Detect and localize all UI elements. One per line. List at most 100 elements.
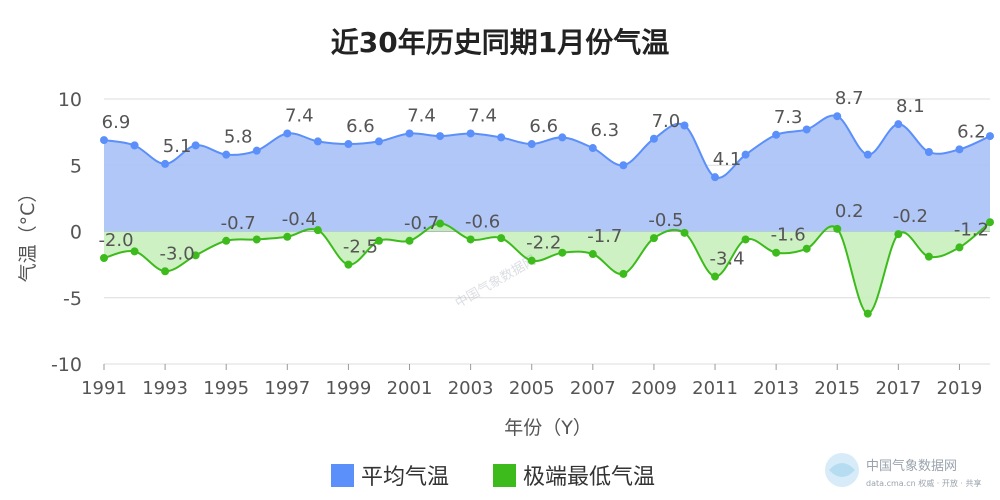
point-average[interactable] (436, 132, 445, 141)
point-average[interactable] (527, 140, 536, 149)
point-average[interactable] (619, 161, 628, 170)
data-label-average: 6.3 (591, 120, 620, 141)
data-label-average: 6.9 (102, 112, 131, 133)
point-extreme-low[interactable] (711, 272, 720, 281)
y-tick-label: 5 (70, 155, 82, 177)
data-label-extreme-low: -1.6 (771, 225, 806, 246)
data-label-average: 7.4 (407, 105, 436, 126)
point-extreme-low[interactable] (741, 235, 750, 244)
point-extreme-low[interactable] (436, 219, 445, 228)
data-label-average: 6.2 (957, 121, 986, 142)
point-extreme-low[interactable] (466, 235, 475, 244)
legend[interactable]: 平均气温 极端最低气温 (331, 464, 655, 490)
point-average[interactable] (222, 150, 231, 159)
x-tick-label: 2013 (753, 378, 799, 399)
data-label-extreme-low: -1.7 (587, 226, 622, 247)
point-average[interactable] (161, 159, 170, 168)
point-extreme-low[interactable] (619, 269, 628, 278)
point-average[interactable] (588, 144, 597, 153)
data-label-extreme-low: -0.7 (404, 213, 439, 234)
point-average[interactable] (374, 137, 383, 146)
point-extreme-low[interactable] (527, 256, 536, 265)
point-average[interactable] (649, 134, 658, 143)
point-average[interactable] (344, 140, 353, 149)
y-axis-ticks: 10 5 0 -5 -10 (51, 89, 82, 376)
data-label-extreme-low: -2.0 (98, 230, 133, 251)
point-extreme-low[interactable] (405, 236, 414, 245)
point-extreme-low[interactable] (802, 244, 811, 253)
legend-swatch-average (331, 464, 354, 487)
point-average[interactable] (863, 150, 872, 159)
y-axis-label: 气温（°C） (17, 184, 39, 283)
point-extreme-low[interactable] (558, 248, 567, 257)
data-label-average: 7.0 (652, 111, 681, 132)
data-label-average: 5.1 (163, 136, 192, 157)
point-extreme-low[interactable] (313, 226, 322, 235)
area-fills (104, 115, 990, 314)
data-label-extreme-low: -2.5 (343, 237, 378, 258)
x-tick-label: 2003 (448, 378, 494, 399)
point-extreme-low[interactable] (986, 218, 994, 227)
point-extreme-low[interactable] (344, 260, 353, 269)
point-extreme-low[interactable] (252, 235, 261, 244)
data-label-average: 6.6 (529, 116, 558, 137)
point-average[interactable] (680, 121, 689, 130)
point-extreme-low[interactable] (588, 250, 597, 259)
point-average[interactable] (711, 173, 720, 182)
point-extreme-low[interactable] (680, 228, 689, 237)
x-tick-label: 1999 (326, 378, 372, 399)
point-extreme-low[interactable] (374, 236, 383, 245)
point-extreme-low[interactable] (222, 236, 231, 245)
point-average[interactable] (924, 148, 933, 156)
point-average[interactable] (100, 136, 108, 145)
point-average[interactable] (130, 141, 139, 150)
point-extreme-low[interactable] (497, 234, 506, 243)
point-average[interactable] (283, 129, 292, 138)
point-average[interactable] (833, 112, 842, 121)
point-extreme-low[interactable] (283, 232, 292, 241)
x-tick-label: 2007 (570, 378, 616, 399)
point-extreme-low[interactable] (772, 248, 781, 257)
point-average[interactable] (802, 125, 811, 134)
x-axis-label: 年份（Y） (504, 417, 592, 439)
chart-title: 近30年历史同期1月份气温 (331, 26, 669, 59)
point-average[interactable] (313, 137, 322, 146)
point-extreme-low[interactable] (955, 243, 964, 252)
point-extreme-low[interactable] (649, 234, 658, 243)
data-label-extreme-low: 0.2 (835, 201, 864, 222)
point-average[interactable] (741, 150, 750, 159)
point-extreme-low[interactable] (130, 247, 139, 256)
point-extreme-low[interactable] (924, 252, 933, 261)
data-label-extreme-low: -0.5 (648, 210, 683, 231)
legend-label-average: 平均气温 (361, 465, 449, 490)
point-average[interactable] (466, 129, 475, 138)
point-average[interactable] (955, 145, 964, 154)
data-label-extreme-low: -0.7 (221, 213, 256, 234)
x-tick-label: 2011 (692, 378, 738, 399)
point-extreme-low[interactable] (191, 251, 200, 260)
data-points (100, 112, 994, 318)
legend-item-average[interactable]: 平均气温 (331, 464, 449, 490)
x-tick-label: 2017 (875, 378, 921, 399)
data-label-extreme-low: -0.4 (282, 209, 317, 230)
point-extreme-low[interactable] (161, 267, 170, 276)
point-average[interactable] (558, 133, 567, 142)
point-average[interactable] (894, 120, 903, 129)
point-average[interactable] (497, 133, 506, 142)
point-average[interactable] (252, 146, 261, 155)
point-average[interactable] (772, 130, 781, 139)
data-label-average: 5.8 (224, 127, 253, 148)
point-average[interactable] (191, 141, 200, 150)
point-extreme-low[interactable] (894, 230, 903, 239)
y-tick-label: 0 (70, 222, 82, 244)
watermark-brand: 中国气象数据网 (866, 458, 957, 474)
point-average[interactable] (405, 129, 414, 138)
point-average[interactable] (986, 132, 994, 141)
legend-item-extreme-low[interactable]: 极端最低气温 (493, 464, 655, 490)
x-tick-label: 1991 (81, 378, 127, 399)
x-tick-label: 2015 (814, 378, 860, 399)
point-extreme-low[interactable] (863, 309, 872, 318)
point-extreme-low[interactable] (100, 254, 108, 262)
point-extreme-low[interactable] (833, 224, 842, 233)
